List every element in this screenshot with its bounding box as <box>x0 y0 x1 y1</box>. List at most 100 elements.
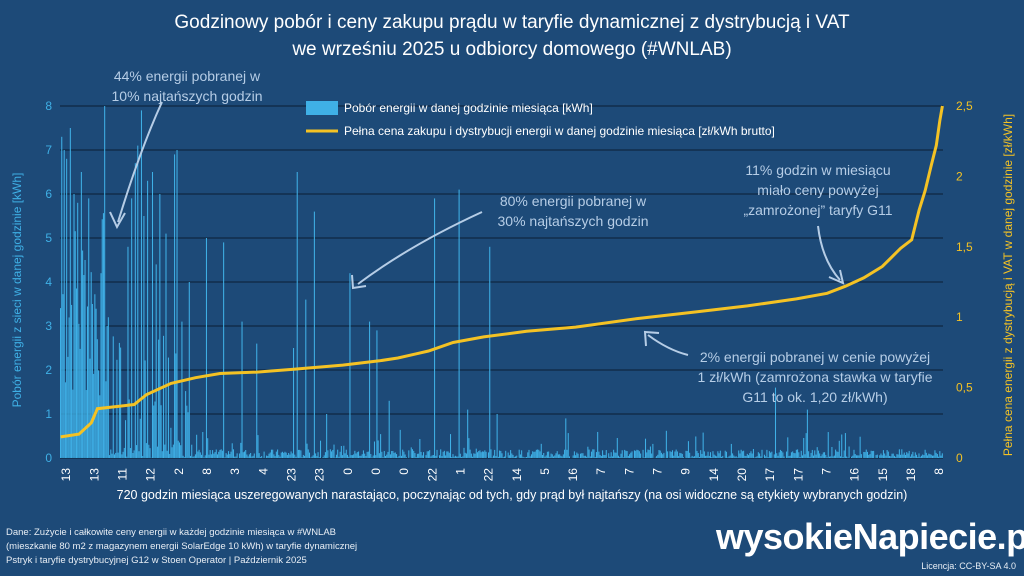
x-tick-label: 20 <box>735 468 749 482</box>
energy-bar <box>537 449 539 458</box>
energy-bar <box>178 442 181 458</box>
energy-bar <box>164 444 166 458</box>
energy-bar <box>426 451 428 458</box>
energy-bar <box>196 434 198 458</box>
energy-bar <box>177 440 179 458</box>
energy-bar <box>459 453 461 458</box>
energy-bar <box>469 449 471 458</box>
energy-bar <box>876 454 878 458</box>
energy-bar <box>746 453 748 458</box>
energy-bar <box>246 454 248 458</box>
energy-bar <box>446 451 448 458</box>
energy-bar <box>98 370 100 458</box>
energy-bar <box>554 455 556 458</box>
energy-bar <box>345 449 347 458</box>
energy-bar <box>311 456 313 458</box>
energy-bar <box>719 450 721 458</box>
energy-bar <box>670 451 672 458</box>
energy-bar <box>338 456 340 458</box>
energy-bar <box>449 434 452 458</box>
energy-bar <box>435 455 437 458</box>
energy-bar <box>319 440 322 458</box>
energy-bar <box>278 454 280 458</box>
energy-bar <box>333 444 335 458</box>
energy-bar <box>62 294 64 458</box>
energy-bar <box>175 353 177 458</box>
energy-bar <box>934 450 936 458</box>
energy-bar <box>735 456 737 458</box>
energy-bar <box>369 321 371 458</box>
energy-bar <box>577 453 579 458</box>
energy-bar <box>410 447 412 458</box>
energy-bar <box>492 455 494 458</box>
energy-bar <box>564 449 566 458</box>
energy-bar <box>880 453 882 458</box>
energy-bar <box>134 163 136 458</box>
energy-bar <box>318 457 320 458</box>
arrow-1-head <box>109 211 126 230</box>
energy-bar <box>679 452 681 458</box>
energy-bar <box>828 456 830 458</box>
energy-bar <box>761 449 763 458</box>
energy-bar <box>117 452 119 458</box>
energy-bar <box>597 431 599 458</box>
energy-bar <box>326 414 328 458</box>
energy-bar <box>860 454 862 458</box>
energy-bar <box>593 449 595 458</box>
energy-bar <box>879 455 881 458</box>
energy-bar <box>927 455 929 458</box>
energy-bar <box>354 450 356 458</box>
energy-bar <box>402 449 404 458</box>
energy-bar <box>864 452 866 458</box>
energy-bar <box>811 449 813 458</box>
energy-bar <box>631 451 633 458</box>
energy-bar <box>546 451 548 458</box>
energy-bar <box>604 455 606 458</box>
energy-bar <box>859 436 861 458</box>
energy-bar <box>494 449 496 458</box>
energy-bar <box>94 294 96 458</box>
annotation-11pct: 11% godzin w miesiącu miało ceny powyżej… <box>718 160 918 220</box>
energy-bar <box>673 455 675 458</box>
energy-bar <box>562 454 564 458</box>
energy-bar <box>803 437 805 458</box>
energy-bar <box>234 456 236 458</box>
energy-bar <box>539 451 541 458</box>
energy-bar <box>706 455 708 458</box>
energy-bar <box>142 455 144 458</box>
energy-bar <box>644 438 647 458</box>
energy-bar <box>331 451 333 458</box>
energy-bar <box>841 434 843 458</box>
energy-bar <box>890 456 892 458</box>
energy-bar <box>161 451 163 458</box>
energy-bar <box>535 449 537 458</box>
energy-bar <box>885 455 887 458</box>
energy-bar <box>387 451 389 458</box>
energy-bar <box>902 454 904 458</box>
energy-bar <box>663 452 665 458</box>
energy-bar <box>527 452 529 458</box>
energy-bar <box>801 455 804 458</box>
legend-line-label: Pełna cena zakupu i dystrybucji energii … <box>344 124 775 138</box>
y-left-tick-label: 8 <box>45 99 52 113</box>
energy-bar <box>748 455 750 458</box>
energy-bar <box>941 453 943 458</box>
energy-bar <box>113 454 116 458</box>
energy-bar <box>73 194 75 458</box>
energy-bar <box>512 454 514 458</box>
energy-bar <box>507 452 509 458</box>
energy-bar <box>751 453 753 458</box>
energy-bar <box>202 432 204 458</box>
energy-bar <box>938 456 940 458</box>
energy-bar <box>358 451 360 458</box>
arrow-3-head <box>828 269 845 285</box>
x-tick-label: 9 <box>679 468 693 475</box>
energy-bar <box>718 453 720 458</box>
energy-bar <box>881 455 883 458</box>
energy-bar <box>929 454 931 458</box>
energy-bar <box>479 450 481 458</box>
energy-bar <box>907 453 909 458</box>
energy-bar <box>210 454 212 458</box>
x-tick-label: 8 <box>200 468 214 475</box>
energy-bar <box>102 213 104 458</box>
